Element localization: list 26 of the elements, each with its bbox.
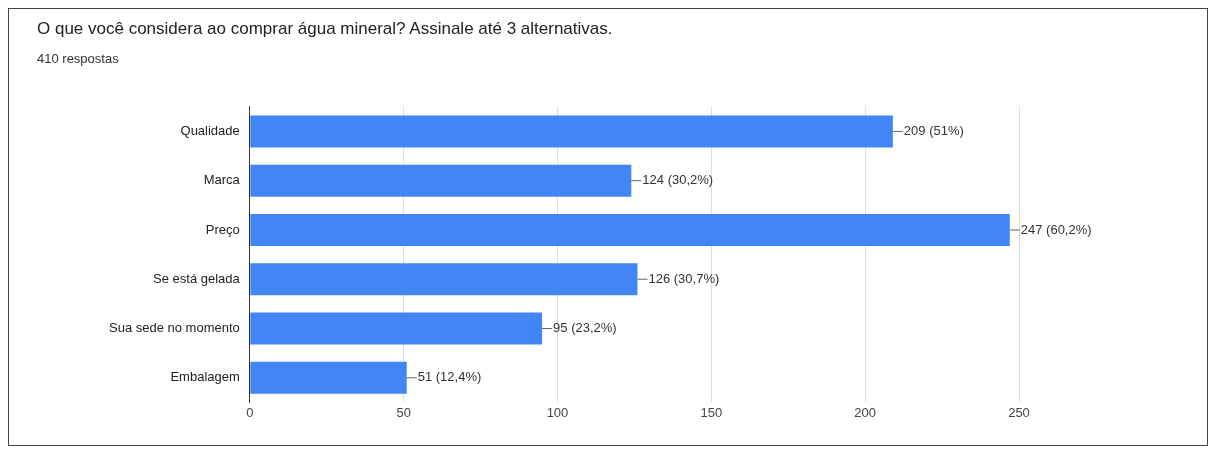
bar: [250, 263, 638, 296]
y-tick-label: Qualidade: [180, 123, 240, 139]
bar: [250, 213, 1010, 246]
x-tick-label: 150: [700, 404, 723, 420]
chart-title: O que você considera ao comprar água mineral? Assinale até 3 alternativas.: [37, 19, 613, 39]
x-tick-label: 100: [546, 404, 569, 420]
data-label: 124 (30,2%): [642, 172, 714, 188]
text: 410 respostas: [37, 51, 119, 66]
y-tick-label: Se está gelada: [153, 270, 241, 286]
data-label: 126 (30,7%): [648, 270, 720, 286]
y-tick-label: Sua sede no momento: [108, 320, 240, 336]
y-tick-label: Preço: [205, 221, 240, 237]
x-tick-label: 250: [1008, 404, 1030, 420]
y-tick-label: Embalagem: [170, 369, 240, 385]
x-tick-label: 0: [246, 404, 254, 420]
data-label: 247 (60,2%): [1020, 221, 1092, 237]
bar: [250, 115, 893, 148]
x-tick-label: 200: [854, 404, 877, 420]
data-label: 95 (23,2%): [553, 320, 617, 336]
x-tick-label: 50: [396, 404, 411, 420]
bar: [250, 361, 407, 394]
y-tick-label: Marca: [203, 172, 241, 188]
bar: [250, 312, 543, 345]
data-label: 51 (12,4%): [417, 369, 482, 385]
data-label: 209 (51%): [903, 123, 964, 139]
bar: [250, 164, 632, 197]
